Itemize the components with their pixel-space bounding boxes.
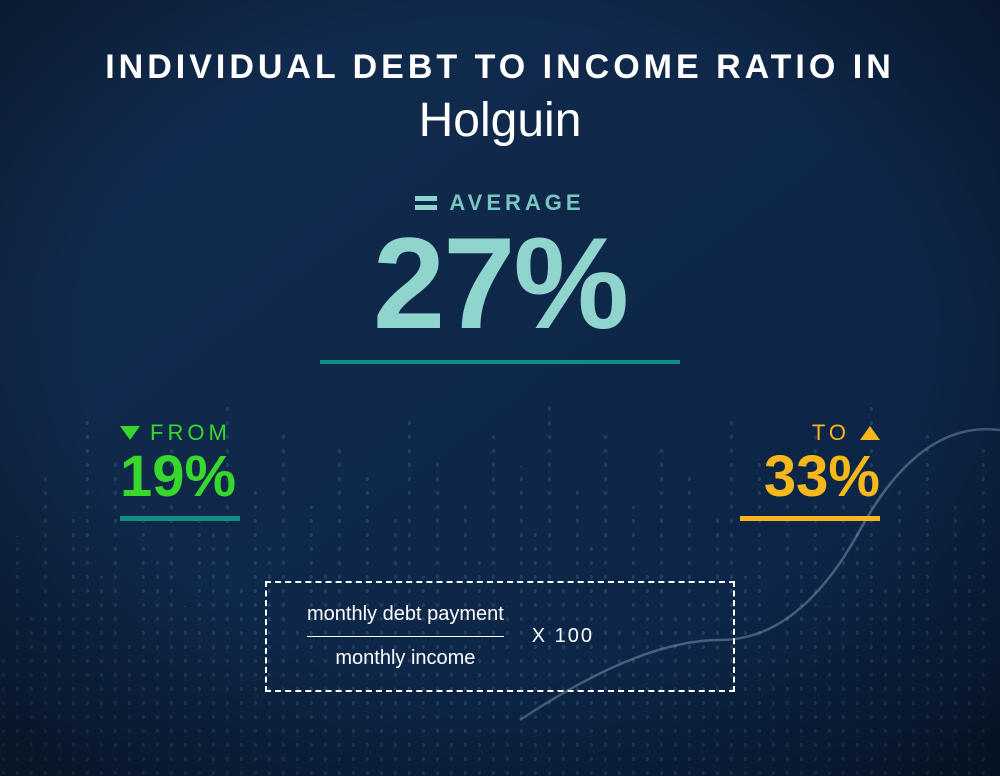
average-block: AVERAGE 27% <box>320 190 680 364</box>
average-underline <box>320 360 680 364</box>
from-block: FROM 19% <box>120 420 240 521</box>
from-underline <box>120 516 240 521</box>
formula-numerator: monthly debt payment <box>307 603 504 626</box>
formula-denominator: monthly income <box>335 647 475 670</box>
from-label: FROM <box>150 420 231 446</box>
to-value: 33% <box>740 448 880 506</box>
range-row: FROM 19% TO 33% <box>120 420 880 521</box>
title-line-2: Holguin <box>0 93 1000 148</box>
formula-multiplier: X 100 <box>532 625 594 648</box>
to-block: TO 33% <box>740 420 880 521</box>
average-value: 27% <box>320 222 680 346</box>
title-line-1: INDIVIDUAL DEBT TO INCOME RATIO IN <box>0 48 1000 87</box>
infographic-content: INDIVIDUAL DEBT TO INCOME RATIO IN Holgu… <box>0 0 1000 776</box>
triangle-down-icon <box>120 426 140 440</box>
formula-fraction: monthly debt payment monthly income <box>307 603 504 670</box>
to-label: TO <box>812 420 850 446</box>
fraction-line <box>307 636 504 637</box>
from-value: 19% <box>120 448 240 506</box>
formula-box: monthly debt payment monthly income X 10… <box>265 581 735 692</box>
equals-icon <box>415 196 437 210</box>
to-underline <box>740 516 880 521</box>
triangle-up-icon <box>860 426 880 440</box>
